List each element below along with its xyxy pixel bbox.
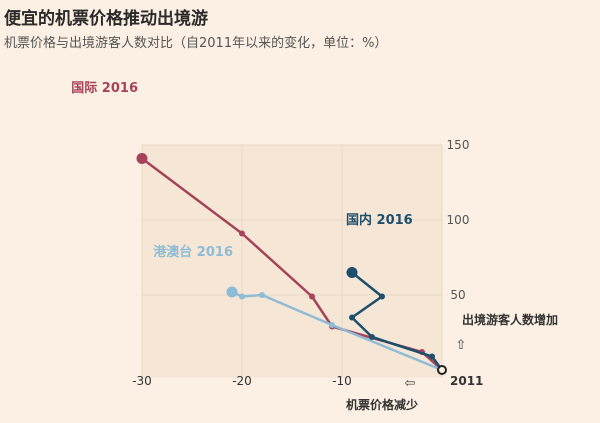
data-point: [226, 286, 238, 298]
plot-background: [142, 145, 442, 378]
series-lines: [136, 153, 444, 372]
data-point: [329, 322, 335, 328]
series-label-国际: 国际 2016: [71, 81, 138, 96]
data-point: [379, 293, 385, 300]
x-direction-label: 机票价格减少: [346, 397, 418, 412]
annotations: 2011 出境游客人数增加 ⇧ 机票价格减少 ⇦: [346, 312, 558, 412]
y-direction-label: 出境游客人数增加: [462, 312, 558, 327]
data-point: [259, 292, 265, 298]
y-tick-label: 150: [447, 138, 470, 152]
data-point: [239, 230, 245, 237]
origin-label: 2011: [450, 374, 483, 388]
series-labels: 国际 2016 港澳台 2016 国内 2016: [71, 81, 412, 260]
y-tick-label: 50: [450, 288, 465, 302]
x-tick-label: -20: [232, 374, 252, 388]
origin-marker: [437, 365, 447, 375]
chart-subtitle: 机票价格与出境游客人数对比（自2011年以来的变化，单位：%）: [4, 36, 388, 51]
data-point: [369, 334, 375, 340]
left-arrow-icon: ⇦: [405, 376, 416, 391]
up-arrow-icon: ⇧: [456, 338, 467, 353]
x-tick-label: -30: [132, 374, 152, 388]
y-tick-label: 100: [447, 213, 470, 227]
gridlines: [141, 144, 443, 378]
data-point: [429, 353, 435, 360]
chart-title: 便宜的机票价格推动出境游: [4, 9, 208, 29]
y-axis-ticks: 150 100 50: [447, 138, 470, 302]
data-point: [346, 267, 358, 278]
data-point: [349, 314, 355, 321]
data-point: [309, 293, 315, 300]
x-axis-ticks: -30 -20 -10: [132, 374, 352, 388]
series-label-港澳台: 港澳台 2016: [153, 244, 233, 260]
data-point: [136, 153, 148, 164]
series-label-国内: 国内 2016: [346, 212, 413, 228]
x-tick-label: -10: [332, 374, 352, 388]
data-point: [239, 293, 245, 300]
